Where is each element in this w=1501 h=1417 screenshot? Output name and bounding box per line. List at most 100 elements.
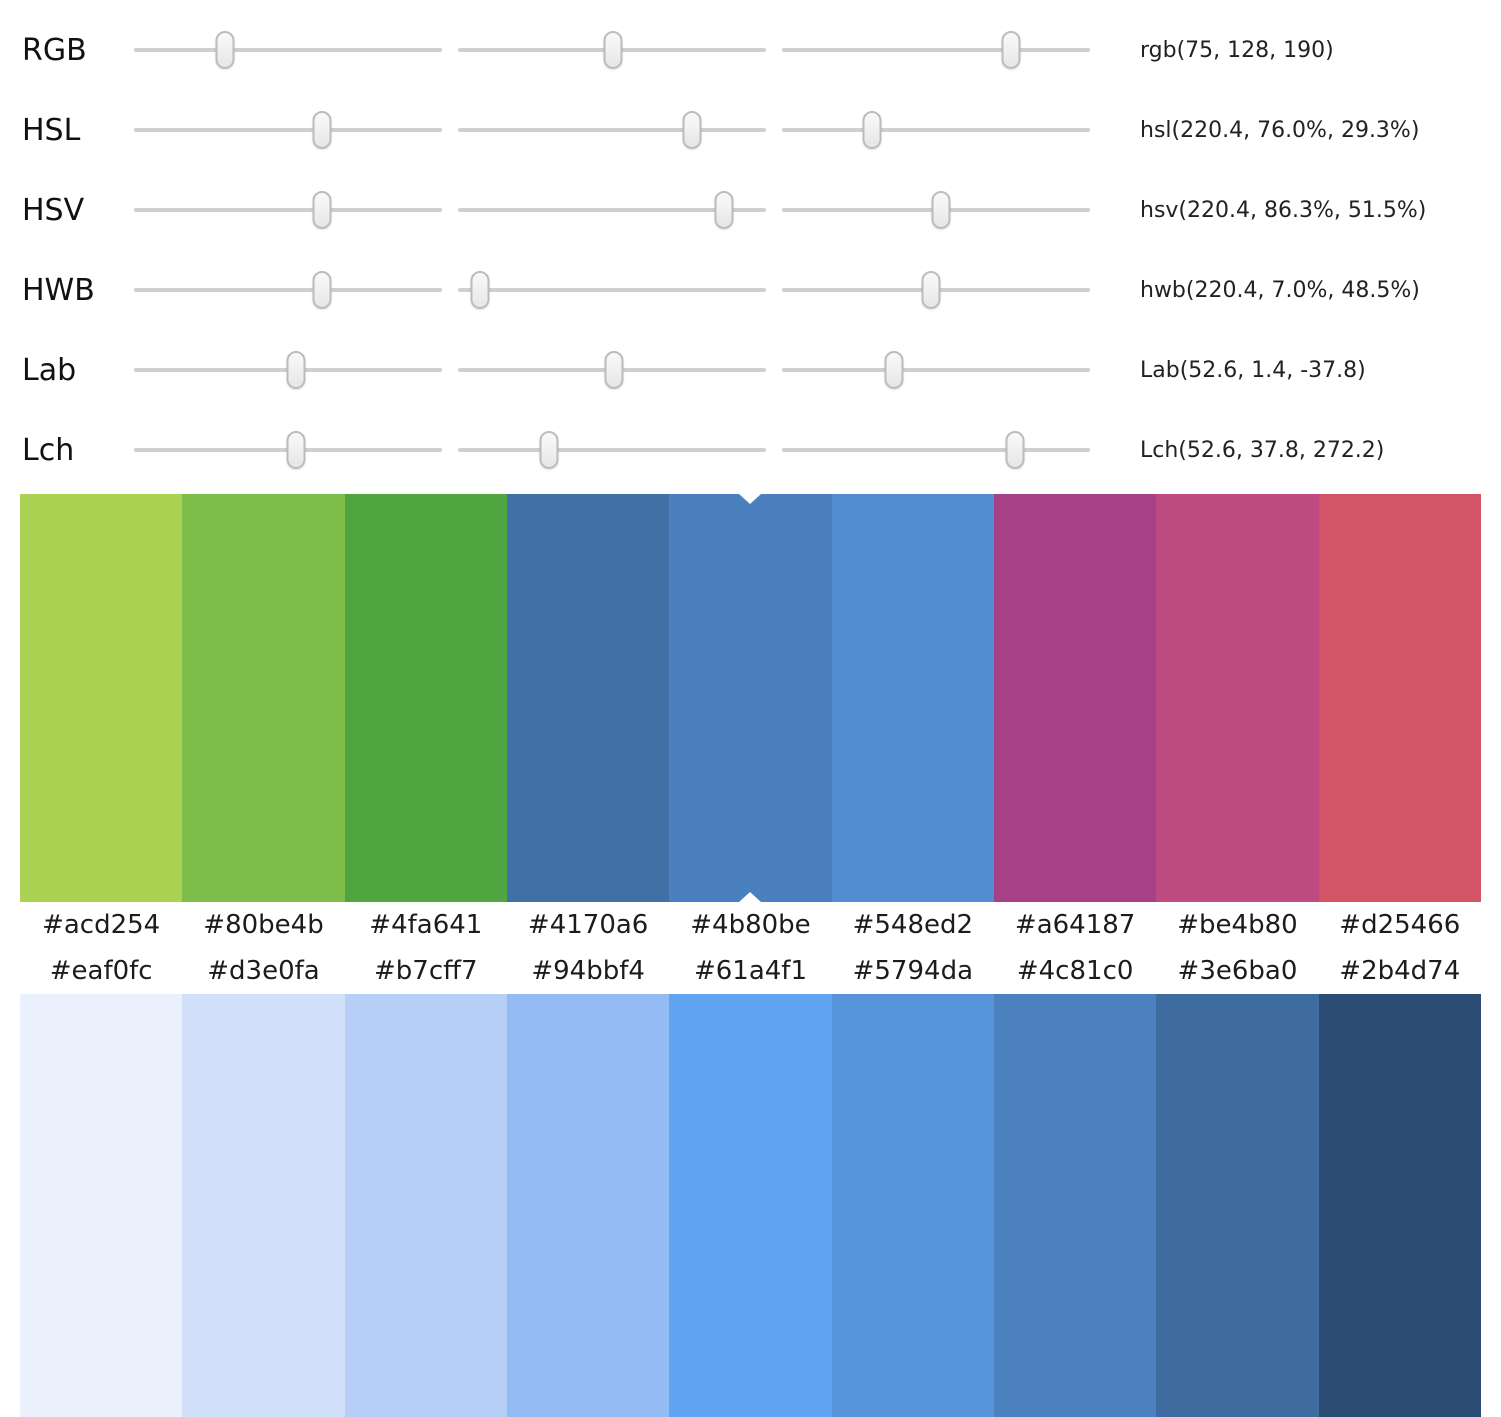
colorspace-label-lab: Lab xyxy=(22,352,77,388)
slider-thumb[interactable] xyxy=(884,351,904,389)
slider-thumb[interactable] xyxy=(286,351,306,389)
slider-thumb[interactable] xyxy=(215,31,235,69)
slider-track xyxy=(134,288,442,292)
hsv-slider-3[interactable] xyxy=(782,170,1090,250)
slider-thumb[interactable] xyxy=(1005,431,1025,469)
slider-track xyxy=(458,448,766,452)
lch-slider-1[interactable] xyxy=(134,410,442,490)
palette-swatch[interactable] xyxy=(831,494,994,902)
palette-swatch[interactable] xyxy=(20,494,183,902)
palette-swatch[interactable] xyxy=(182,494,345,902)
lch-slider-3[interactable] xyxy=(782,410,1090,490)
slider-track xyxy=(782,48,1090,52)
hwb-slider-3[interactable] xyxy=(782,250,1090,330)
palette-swatch[interactable] xyxy=(344,994,507,1417)
slider-row-lch: Lch Lch(52.6, 37.8, 272.2) xyxy=(22,410,1501,490)
hex-label: #4b80be xyxy=(690,910,811,940)
hex-label: #5794da xyxy=(852,956,973,986)
slider-row-lab: Lab Lab(52.6, 1.4, -37.8) xyxy=(22,330,1501,410)
palette-swatch[interactable] xyxy=(993,494,1157,902)
hex-label: #548ed2 xyxy=(852,910,974,940)
palette-swatch-selected[interactable] xyxy=(669,494,832,902)
slider-thumb[interactable] xyxy=(931,191,951,229)
colorspace-label-rgb: RGB xyxy=(22,32,87,68)
hsv-slider-1[interactable] xyxy=(134,170,442,250)
palette-swatch[interactable] xyxy=(831,994,994,1417)
slider-thumb[interactable] xyxy=(921,271,941,309)
slider-thumb[interactable] xyxy=(682,111,702,149)
palette-swatch[interactable] xyxy=(182,994,345,1417)
lab-slider-1[interactable] xyxy=(134,330,442,410)
rgb-slider-1[interactable] xyxy=(134,10,442,90)
hwb-value-text: hwb(220.4, 7.0%, 48.5%) xyxy=(1140,277,1420,303)
lch-slider-2[interactable] xyxy=(458,410,766,490)
hex-label: #b7cff7 xyxy=(374,956,478,986)
palette-swatch[interactable] xyxy=(1156,994,1319,1417)
slider-thumb[interactable] xyxy=(312,271,332,309)
hex-label: #d3e0fa xyxy=(207,956,320,986)
lab-slider-2[interactable] xyxy=(458,330,766,410)
hex-label: #eaf0fc xyxy=(49,956,153,986)
rgb-slider-2[interactable] xyxy=(458,10,766,90)
rgb-slider-3[interactable] xyxy=(782,10,1090,90)
slider-track xyxy=(782,368,1090,372)
color-sliders-panel: RGB rgb(75, 128, 190) HSL hsl(220.4, xyxy=(0,0,1501,490)
palette-swatch[interactable] xyxy=(669,994,832,1417)
slider-track xyxy=(782,128,1090,132)
palette-top-labels: #acd254 #80be4b #4fa641 #4170a6 #4b80be … xyxy=(20,902,1481,948)
palette-bottom-strip xyxy=(20,994,1481,1417)
colorspace-label-hsl: HSL xyxy=(22,112,81,148)
hsl-slider-1[interactable] xyxy=(134,90,442,170)
hex-label: #acd254 xyxy=(42,910,161,940)
slider-thumb[interactable] xyxy=(539,431,559,469)
slider-thumb[interactable] xyxy=(312,191,332,229)
hwb-slider-1[interactable] xyxy=(134,250,442,330)
lch-value-text: Lch(52.6, 37.8, 272.2) xyxy=(1140,437,1385,463)
hex-label: #3e6ba0 xyxy=(1177,956,1298,986)
lab-slider-3[interactable] xyxy=(782,330,1090,410)
hsv-slider-2[interactable] xyxy=(458,170,766,250)
colorspace-label-hwb: HWB xyxy=(22,272,95,308)
slider-thumb[interactable] xyxy=(470,271,490,309)
slider-thumb[interactable] xyxy=(604,351,624,389)
hex-label: #be4b80 xyxy=(1177,910,1298,940)
hex-label: #4fa641 xyxy=(369,910,483,940)
hwb-slider-2[interactable] xyxy=(458,250,766,330)
palette-swatch[interactable] xyxy=(1156,494,1319,902)
hex-label: #80be4b xyxy=(203,910,324,940)
slider-thumb[interactable] xyxy=(1001,31,1021,69)
palette-swatch[interactable] xyxy=(506,494,670,902)
hsl-slider-3[interactable] xyxy=(782,90,1090,170)
palette-swatch[interactable] xyxy=(1318,994,1481,1417)
slider-track xyxy=(458,128,766,132)
palette-swatch[interactable] xyxy=(506,994,670,1417)
hsl-value-text: hsl(220.4, 76.0%, 29.3%) xyxy=(1140,117,1420,143)
palette-swatch[interactable] xyxy=(993,994,1157,1417)
hsv-value-text: hsv(220.4, 86.3%, 51.5%) xyxy=(1140,197,1427,223)
palette-swatch[interactable] xyxy=(20,994,183,1417)
slider-thumb[interactable] xyxy=(312,111,332,149)
hex-label: #94bbf4 xyxy=(531,956,645,986)
slider-thumb[interactable] xyxy=(603,31,623,69)
slider-track xyxy=(134,208,442,212)
slider-thumb[interactable] xyxy=(714,191,734,229)
lab-value-text: Lab(52.6, 1.4, -37.8) xyxy=(1140,357,1366,383)
palette-top-strip xyxy=(20,494,1481,902)
colorspace-label-hsv: HSV xyxy=(22,192,85,228)
hex-label: #d25466 xyxy=(1339,910,1461,940)
hex-label: #a64187 xyxy=(1014,910,1136,940)
slider-row-hsv: HSV hsv(220.4, 86.3%, 51.5%) xyxy=(22,170,1501,250)
rgb-value-text: rgb(75, 128, 190) xyxy=(1140,37,1334,63)
slider-track xyxy=(458,208,766,212)
slider-row-rgb: RGB rgb(75, 128, 190) xyxy=(22,10,1501,90)
slider-track xyxy=(782,448,1090,452)
slider-thumb[interactable] xyxy=(862,111,882,149)
hex-label: #2b4d74 xyxy=(1339,956,1461,986)
hsl-slider-2[interactable] xyxy=(458,90,766,170)
palette-swatch[interactable] xyxy=(1318,494,1481,902)
slider-track xyxy=(134,128,442,132)
hex-label: #61a4f1 xyxy=(693,956,807,986)
palette-swatch[interactable] xyxy=(344,494,507,902)
hex-label: #4c81c0 xyxy=(1016,956,1134,986)
slider-thumb[interactable] xyxy=(286,431,306,469)
